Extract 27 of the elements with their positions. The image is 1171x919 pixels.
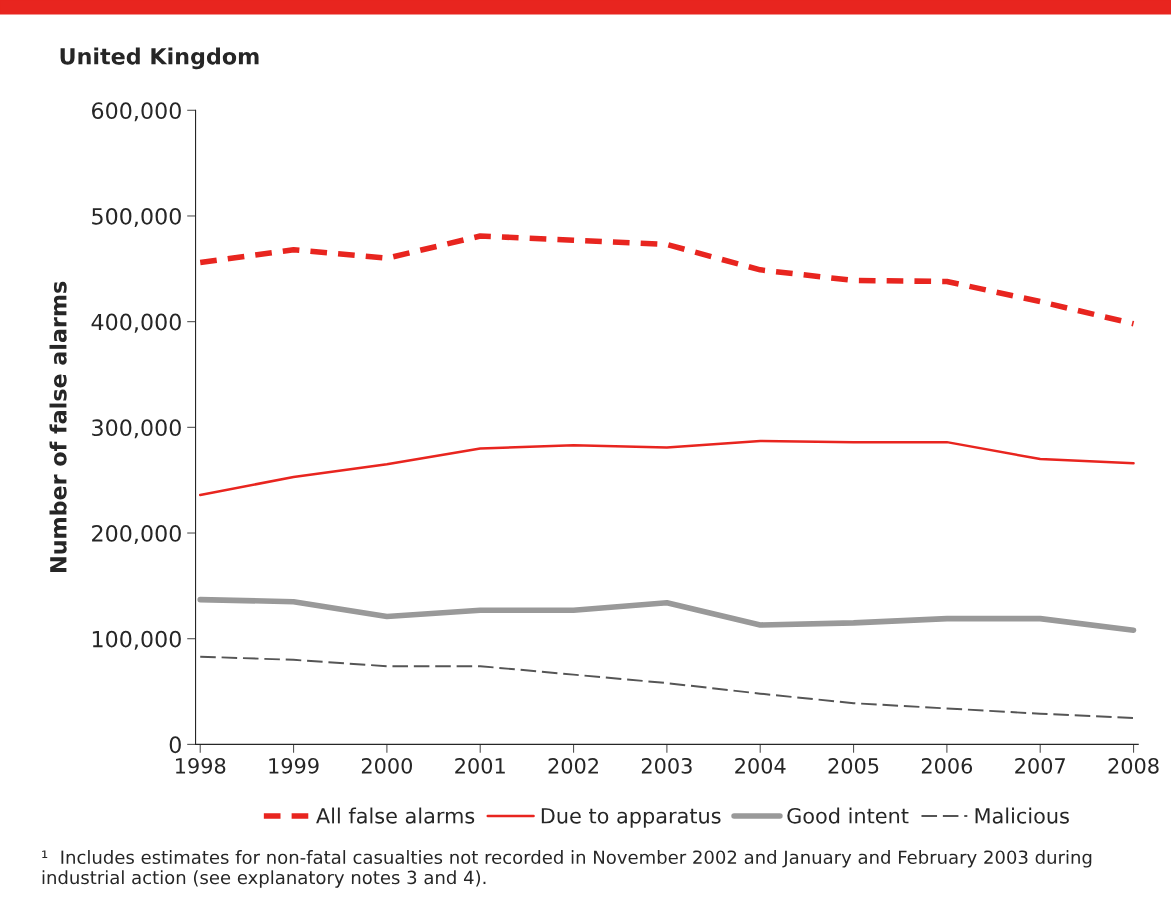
y-tick-label: 500,000 — [92, 207, 181, 227]
y-tick-label: 0 — [169, 736, 181, 754]
x-tick-label: 2002 — [548, 757, 598, 774]
legend-label: All false alarms — [316, 807, 475, 824]
text: ¹ Includes estimates for non-fatal casualties not recorded in November 2002 and January and February 2003 during industrial action (see explanatory notes 3 and 4). — [42, 850, 1092, 888]
x-tick-label: 2007 — [1015, 757, 1065, 774]
legend-label: Good intent — [787, 807, 909, 824]
y-tick-label: 100,000 — [92, 630, 181, 650]
x-tick-label: 2001 — [455, 757, 505, 774]
y-axis-title: Number of false alarms — [49, 281, 67, 572]
line-series — [199, 655, 1135, 719]
y-tick-label: 300,000 — [92, 419, 181, 439]
x-tick-label: 2005 — [828, 757, 879, 774]
x-tick-label: 2003 — [641, 757, 692, 774]
x-tick-label: 1998 — [176, 757, 226, 774]
chart-title: United Kingdom — [60, 47, 259, 70]
x-tick-label: 2008 — [1108, 757, 1159, 774]
x-tick-label: 2006 — [921, 757, 973, 774]
legend-label: Malicious — [975, 807, 1069, 824]
y-tick-label: 400,000 — [91, 313, 181, 333]
legend-label: Due to apparatus — [541, 808, 721, 828]
x-tick-label: 2004 — [735, 757, 786, 774]
y-tick-label: 600,000 — [92, 102, 181, 122]
y-tick-label: 200,000 — [92, 524, 181, 545]
x-tick-label: 2000 — [361, 757, 413, 774]
line-series — [198, 439, 1135, 497]
x-tick-label: 1999 — [269, 757, 319, 774]
